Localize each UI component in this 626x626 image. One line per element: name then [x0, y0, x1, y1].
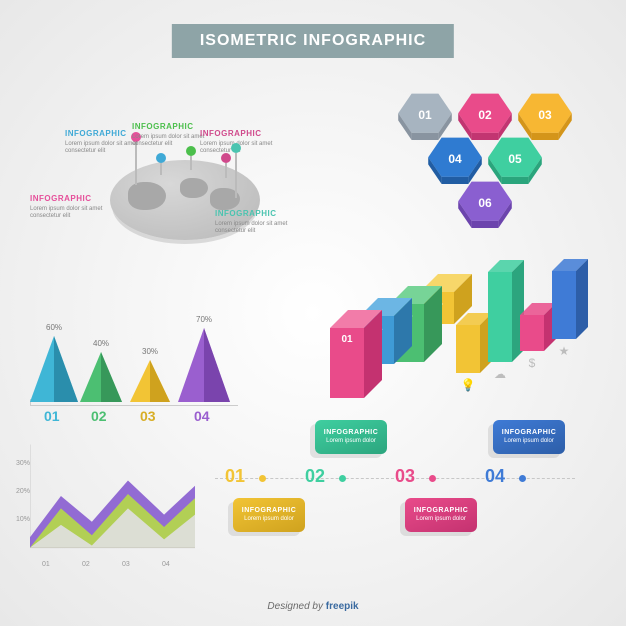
- x-tick: 01: [42, 561, 50, 568]
- percent-label: 70%: [196, 315, 212, 324]
- timeline-dot: [429, 475, 436, 482]
- hex-tile: 06: [456, 178, 514, 228]
- area-chart: 10%20%30% 01020304: [30, 436, 195, 556]
- timeline-dot: [519, 475, 526, 482]
- timeline-card: INFOGRAPHICLorem ipsum dolor: [233, 498, 305, 532]
- timeline-dot: [339, 475, 346, 482]
- timeline-index: 01: [225, 466, 245, 487]
- hexagon-grid: 010203 040506: [356, 90, 586, 240]
- map-pin: [160, 163, 162, 175]
- index-label: 03: [140, 408, 156, 424]
- column-bar: ★: [552, 259, 588, 366]
- hex-tile: 04: [426, 134, 484, 184]
- svg-text:01: 01: [341, 334, 353, 345]
- y-tick: 10%: [16, 516, 30, 523]
- callout: INFOGRAPHICLorem ipsum dolor sit amet co…: [200, 129, 290, 155]
- hex-tile: 05: [486, 134, 544, 184]
- triangle-bar: [80, 352, 122, 402]
- percent-label: 60%: [46, 323, 62, 332]
- timeline-index: 02: [305, 466, 325, 487]
- percent-label: 30%: [142, 347, 158, 356]
- map-pin: [190, 156, 192, 170]
- hex-tile: 01: [396, 90, 454, 140]
- column-bar: ☁: [488, 260, 524, 389]
- timeline-tabs: 01 02 03 04 INFOGRAPHICLorem ipsum dolor INF…: [215, 388, 595, 568]
- y-tick: 20%: [16, 488, 30, 495]
- map-pin: [235, 153, 237, 198]
- x-tick: 02: [82, 561, 90, 568]
- timeline-card: INFOGRAPHICLorem ipsum dolor: [493, 420, 565, 454]
- column-bar: 💡: [456, 313, 492, 400]
- timeline-dot: [259, 475, 266, 482]
- index-label: 04: [194, 408, 210, 424]
- index-label: 01: [44, 408, 60, 424]
- timeline-card: INFOGRAPHICLorem ipsum dolor: [315, 420, 387, 454]
- y-tick: 30%: [16, 460, 30, 467]
- callout: INFOGRAPHICLorem ipsum dolor sit amet co…: [30, 194, 120, 220]
- svg-text:☁: ☁: [494, 367, 506, 381]
- svg-text:★: ★: [559, 344, 570, 358]
- percent-label: 40%: [93, 339, 109, 348]
- column-bar: $: [520, 303, 556, 378]
- globe-infographic: INFOGRAPHICLorem ipsum dolor sit amet co…: [40, 90, 300, 270]
- callout: INFOGRAPHICLorem ipsum dolor sit amet co…: [215, 209, 305, 235]
- credit-line: Designed by freepik: [0, 601, 626, 612]
- timeline-card: INFOGRAPHICLorem ipsum dolor: [405, 498, 477, 532]
- page-title: ISOMETRIC INFOGRAPHIC: [172, 24, 454, 58]
- iso-bar: 01: [330, 310, 382, 403]
- index-label: 02: [91, 408, 107, 424]
- hex-tile: 03: [516, 90, 574, 140]
- triangle-bar: [30, 336, 78, 402]
- timeline-index: 04: [485, 466, 505, 487]
- map-pin: [225, 163, 227, 178]
- hex-tile: 02: [456, 90, 514, 140]
- triangle-bar: [130, 360, 170, 402]
- x-tick: 03: [122, 561, 130, 568]
- svg-text:$: $: [529, 356, 536, 370]
- x-tick: 04: [162, 561, 170, 568]
- timeline-index: 03: [395, 466, 415, 487]
